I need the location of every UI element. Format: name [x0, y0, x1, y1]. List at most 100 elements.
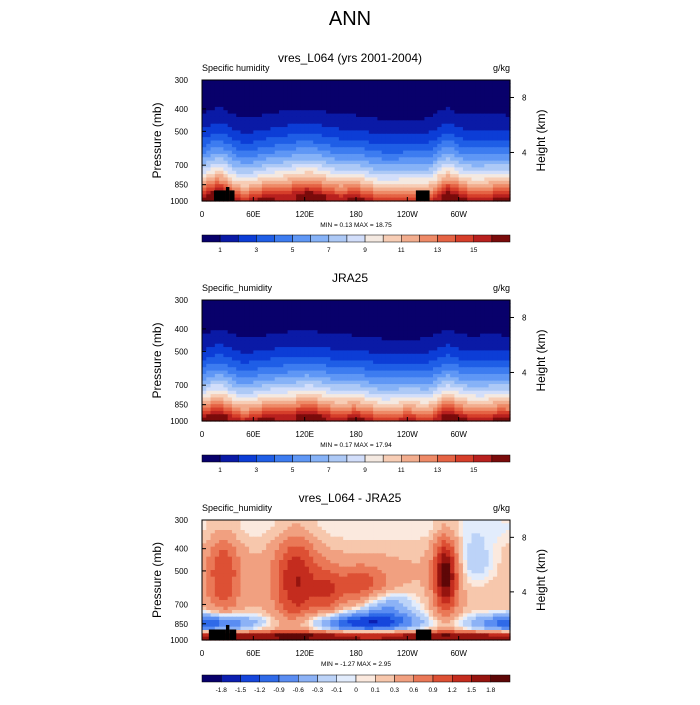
heatmap-cell	[395, 154, 400, 158]
heatmap-cell	[211, 184, 216, 188]
colorbar-label: 9	[363, 247, 367, 254]
heatmap-cell	[356, 404, 361, 408]
heatmap-cell	[215, 93, 220, 97]
heatmap-cell	[424, 344, 429, 348]
heatmap-cell	[493, 154, 498, 158]
heatmap-cell	[206, 154, 211, 158]
heatmap-cell	[472, 93, 477, 97]
heatmap-cell	[442, 154, 447, 158]
heatmap-cell	[270, 374, 275, 378]
heatmap-cell	[335, 313, 340, 317]
heatmap-field	[202, 300, 511, 422]
heatmap-cell	[489, 374, 494, 378]
x-tick-label: 60E	[246, 210, 260, 219]
y-tick-label: 300	[175, 76, 189, 85]
heatmap-cell	[424, 93, 429, 97]
heatmap-cell	[305, 124, 310, 128]
x-tick-label: 120W	[397, 210, 418, 219]
heatmap-cell	[313, 374, 318, 378]
heatmap-cell	[489, 344, 494, 348]
heatmap-cell	[279, 93, 284, 97]
heatmap-cell	[407, 404, 412, 408]
heatmap-cell	[467, 374, 472, 378]
heatmap-cell	[279, 184, 284, 188]
heatmap-cell	[352, 344, 357, 348]
panel-title: JRA25	[332, 271, 368, 285]
heatmap-cell	[330, 124, 335, 128]
heatmap-cell	[429, 404, 434, 408]
heatmap-cell	[472, 374, 477, 378]
heatmap-cell	[412, 93, 417, 97]
heatmap-cell	[416, 404, 421, 408]
heatmap-cell	[258, 374, 263, 378]
heatmap-cell	[266, 184, 271, 188]
heatmap-cell	[403, 124, 408, 128]
heatmap-cell	[352, 184, 357, 188]
heatmap-cell	[454, 124, 459, 128]
heatmap-cell	[472, 124, 477, 128]
heatmap-cell	[352, 374, 357, 378]
heatmap-cell	[241, 124, 246, 128]
heatmap-cell	[300, 154, 305, 158]
heatmap-cell	[228, 154, 233, 158]
heatmap-cell	[262, 404, 267, 408]
heatmap-cell	[459, 93, 464, 97]
heatmap-cell	[202, 154, 207, 158]
heatmap-cell	[459, 404, 464, 408]
heatmap-cell	[211, 344, 216, 348]
heatmap-cell	[412, 154, 417, 158]
heatmap-cell	[442, 184, 447, 188]
heatmap-cell	[501, 404, 506, 408]
heatmap-cell	[390, 313, 395, 317]
y-tick-label: 700	[175, 161, 189, 170]
heatmap-cell	[296, 184, 301, 188]
heatmap-cell	[424, 404, 429, 408]
heatmap-cell	[459, 313, 464, 317]
heatmap-cell	[501, 344, 506, 348]
heatmap-cell	[399, 313, 404, 317]
heatmap-cell	[356, 93, 361, 97]
heatmap-cell	[258, 344, 263, 348]
heatmap-cell	[467, 124, 472, 128]
heatmap-cell	[300, 124, 305, 128]
heatmap-cell	[489, 154, 494, 158]
heatmap-cell	[399, 344, 404, 348]
heatmap-cell	[373, 154, 378, 158]
heatmap-cell	[382, 374, 387, 378]
heatmap-cell	[322, 93, 327, 97]
heatmap-cell	[480, 154, 485, 158]
heatmap-cell	[347, 93, 352, 97]
heatmap-cell	[476, 184, 481, 188]
heatmap-cell	[296, 124, 301, 128]
heatmap-cell	[215, 154, 220, 158]
heatmap-cell	[390, 374, 395, 378]
colorbar-box	[329, 235, 347, 242]
heatmap-cell	[343, 313, 348, 317]
heatmap-cell	[228, 313, 233, 317]
heatmap-cell	[202, 344, 207, 348]
heatmap-cell	[279, 154, 284, 158]
heatmap-cell	[215, 344, 220, 348]
heatmap-cell	[386, 344, 391, 348]
heatmap-cell	[373, 313, 378, 317]
terrain-mask	[416, 190, 430, 201]
heatmap-cell	[309, 313, 314, 317]
heatmap-cell	[236, 93, 241, 97]
heatmap-cell	[253, 404, 258, 408]
heatmap-cell	[232, 154, 237, 158]
heatmap-cell	[326, 154, 331, 158]
heatmap-cell	[442, 374, 447, 378]
heatmap-cell	[352, 404, 357, 408]
heatmap-cell	[219, 154, 224, 158]
heatmap-cell	[365, 154, 370, 158]
heatmap-cell	[262, 93, 267, 97]
heatmap-cell	[472, 313, 477, 317]
heatmap-cell	[318, 184, 323, 188]
heatmap-cell	[300, 184, 305, 188]
heatmap-cell	[262, 124, 267, 128]
heatmap-cell	[283, 313, 288, 317]
heatmap-cell	[206, 313, 211, 317]
heatmap-cell	[365, 124, 370, 128]
heatmap-cell	[407, 93, 412, 97]
x-tick-label: 180	[349, 210, 363, 219]
